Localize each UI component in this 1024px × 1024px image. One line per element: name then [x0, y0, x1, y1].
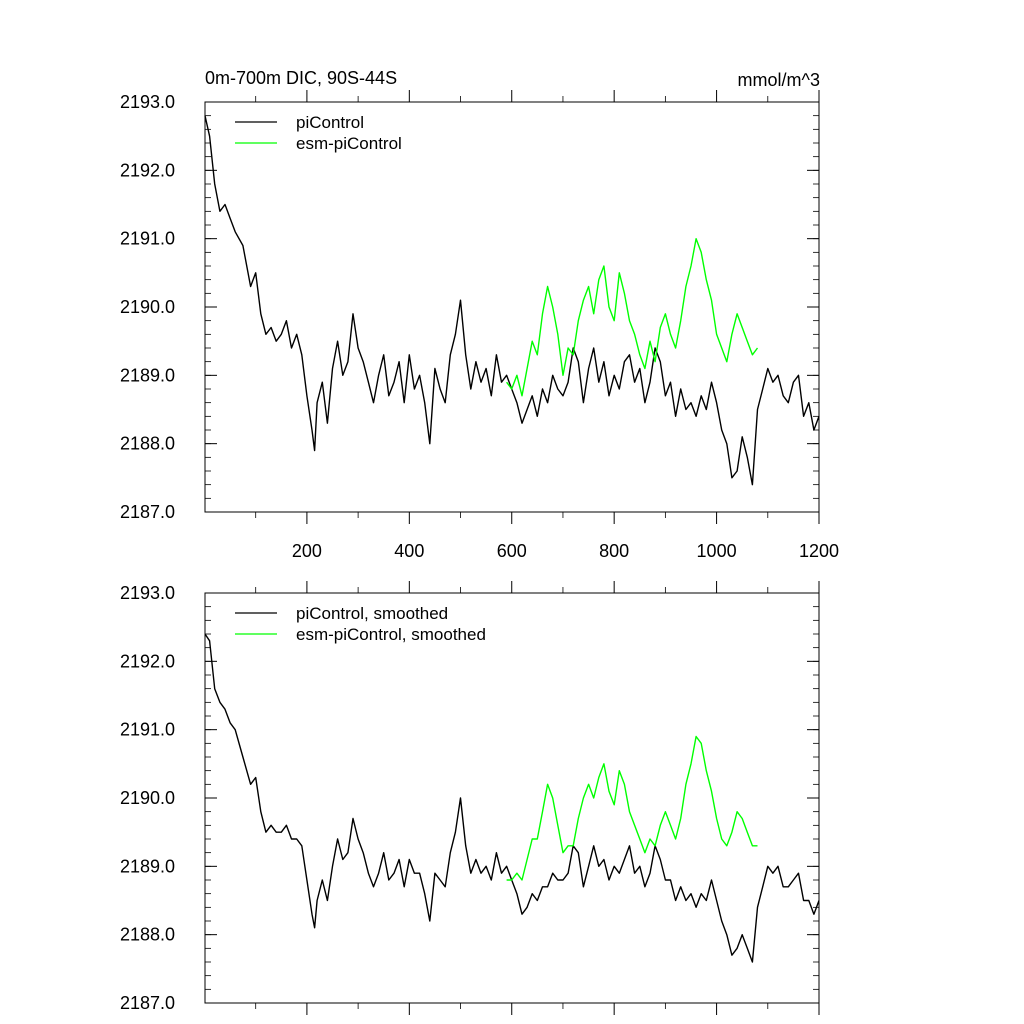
y-tick-label: 2190.0	[120, 788, 175, 808]
legend-label-esm-picontrol: esm-piControl	[296, 134, 402, 153]
legend-label-picontrol: piControl	[296, 113, 364, 132]
x-tick-label: 1200	[799, 541, 839, 561]
bottom-plot-frame	[204, 592, 820, 1004]
y-tick-label: 2191.0	[120, 229, 175, 249]
legend-label-picontrol-smoothed: piControl, smoothed	[296, 604, 448, 623]
y-tick-label: 2193.0	[120, 583, 175, 603]
y-tick-label: 2192.0	[120, 651, 175, 671]
x-tick-label: 1000	[697, 541, 737, 561]
y-tick-label: 2191.0	[120, 720, 175, 740]
series-line-picontrol	[204, 115, 820, 486]
y-tick-label: 2187.0	[120, 993, 175, 1013]
series-line-esm-picontrol-smoothed	[506, 735, 758, 881]
x-tick-label: 800	[599, 541, 629, 561]
bottom-panel: 2187.0 2188.0 2189.0 2190.0 2191.0 2192.0 2193…	[120, 581, 820, 1015]
y-tick-label: 2189.0	[120, 365, 175, 385]
top-plot-frame	[204, 101, 820, 513]
y-tick-label: 2190.0	[120, 297, 175, 317]
bottom-series-lines	[204, 633, 820, 963]
y-tick-label: 2188.0	[120, 925, 175, 945]
y-tick-label: 2188.0	[120, 434, 175, 454]
series-line-esm-picontrol	[506, 237, 759, 397]
top-panel-title: 0m-700m DIC, 90S-44S	[205, 68, 397, 88]
bottom-legend: piControl, smoothed esm-piControl, smoot…	[235, 604, 486, 644]
y-tick-label: 2193.0	[120, 92, 175, 112]
top-ticks: 2187.0 2188.0 2189.0 2190.0 2191.0 2192.0 2193…	[120, 90, 839, 561]
top-panel: 0m-700m DIC, 90S-44S mmol/m^3 2187.0 2188…	[120, 68, 839, 561]
y-tick-label: 2187.0	[120, 502, 175, 522]
y-tick-label: 2192.0	[120, 160, 175, 180]
bottom-ticks: 2187.0 2188.0 2189.0 2190.0 2191.0 2192.0 2193…	[120, 581, 820, 1015]
series-line-picontrol-smoothed	[204, 633, 820, 963]
legend-label-esm-picontrol-smoothed: esm-piControl, smoothed	[296, 625, 486, 644]
top-legend: piControl esm-piControl	[235, 113, 402, 153]
y-tick-label: 2189.0	[120, 856, 175, 876]
x-tick-label: 600	[497, 541, 527, 561]
top-panel-units: mmol/m^3	[738, 70, 820, 90]
top-series-lines	[204, 115, 820, 486]
x-tick-label: 200	[292, 541, 322, 561]
x-tick-label: 400	[394, 541, 424, 561]
